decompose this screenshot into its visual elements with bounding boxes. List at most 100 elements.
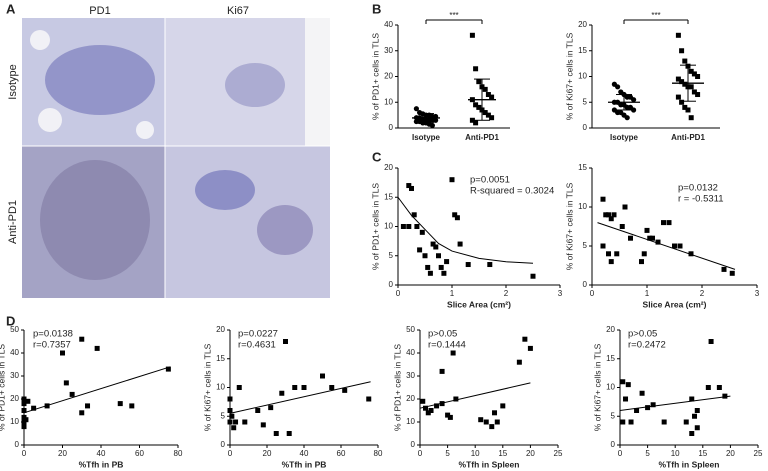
data-point [679, 99, 685, 105]
data-point [685, 107, 691, 113]
x-tick-label: 40 [97, 449, 106, 458]
data-point [645, 405, 651, 411]
x-tick-label: 15 [698, 449, 707, 458]
x-tick-label: 1 [450, 289, 455, 298]
category-label: Anti-PD1 [465, 133, 499, 142]
y-tick-label: 30 [10, 371, 19, 380]
data-point [85, 403, 91, 409]
annotation: p=0.0138 [33, 329, 73, 340]
data-point [366, 396, 372, 402]
data-point [255, 408, 261, 413]
data-point [301, 385, 307, 390]
data-point [682, 58, 688, 64]
data-point [522, 336, 528, 342]
data-point [400, 224, 406, 229]
data-point [129, 403, 135, 409]
fit-line [619, 395, 731, 411]
y-tick-label: 10 [384, 97, 393, 106]
data-point [614, 251, 620, 257]
data-point [705, 385, 711, 390]
y-axis-label: % of PD1+ cells in TLS [0, 344, 6, 431]
y-tick-label: 0 [389, 280, 394, 289]
data-point [661, 419, 667, 425]
data-point [482, 110, 488, 116]
data-point [414, 224, 420, 229]
data-point [688, 115, 694, 121]
y-tick-label: 0 [15, 440, 20, 449]
data-point [611, 212, 617, 218]
data-point [279, 390, 285, 396]
data-point [60, 350, 65, 356]
y-tick-label: 20 [10, 394, 19, 403]
y-tick-label: 5 [389, 251, 394, 260]
data-point [615, 84, 621, 90]
data-point [608, 259, 614, 265]
panel-letter: D [6, 313, 15, 328]
data-point [721, 266, 727, 272]
y-tick-label: 10 [10, 417, 19, 426]
y-tick-label: 15 [384, 192, 393, 201]
data-point [79, 410, 85, 416]
data-point [233, 419, 239, 425]
data-point [227, 396, 233, 402]
data-point [429, 122, 435, 129]
y-tick-label: 5 [221, 411, 226, 420]
x-axis-label: %Tfh in Spleen [459, 459, 520, 469]
x-tick-label: 40 [300, 449, 309, 458]
data-point [694, 408, 700, 413]
data-point [606, 251, 611, 257]
data-point [420, 398, 426, 404]
x-tick-label: 10 [671, 449, 680, 458]
data-point [236, 385, 242, 390]
data-point [527, 345, 533, 351]
category-label: Isotype [412, 133, 441, 142]
data-point [21, 408, 27, 413]
data-point [444, 259, 450, 265]
data-point [530, 273, 536, 279]
data-point [516, 359, 522, 365]
data-point [425, 264, 431, 270]
data-point [639, 390, 645, 396]
data-point [675, 32, 681, 38]
data-point [606, 212, 611, 218]
data-point [413, 106, 419, 112]
x-tick-label: 10 [471, 449, 480, 458]
data-point [231, 425, 237, 431]
y-tick-label: 20 [384, 72, 393, 81]
data-point [227, 408, 233, 413]
data-point [485, 92, 491, 98]
fat [38, 108, 62, 132]
y-tick-label: 20 [606, 325, 615, 334]
y-tick-label: 0 [221, 440, 226, 449]
data-point [695, 74, 701, 79]
data-point [69, 391, 75, 397]
x-axis-label: %Tfh in PB [79, 459, 124, 469]
data-point [492, 410, 498, 416]
data-point [433, 244, 439, 250]
x-axis-label: %Tfh in PB [282, 459, 327, 469]
significance-label: *** [651, 11, 660, 20]
annotation: r = -0.5311 [678, 194, 724, 205]
data-point [476, 104, 482, 110]
y-tick-label: 5 [611, 411, 616, 420]
data-point [329, 385, 335, 390]
x-tick-label: 20 [726, 449, 735, 458]
data-point [622, 204, 628, 210]
data-point [425, 410, 431, 416]
data-point [695, 92, 701, 98]
panel-letter: B [372, 1, 381, 16]
data-point [439, 368, 445, 374]
data-point [449, 177, 455, 183]
y-tick-label: 20 [406, 394, 415, 403]
category-label: Anti-PD1 [671, 133, 705, 142]
data-point [675, 76, 681, 82]
y-tick-label: 10 [406, 417, 415, 426]
data-point [292, 385, 298, 390]
data-point [469, 117, 475, 123]
annotation: p=0.0051 [470, 175, 510, 186]
y-tick-label: 20 [578, 20, 587, 29]
annotation: R-squared = 0.3024 [470, 186, 554, 197]
background [305, 18, 330, 146]
fit-line [397, 196, 534, 264]
